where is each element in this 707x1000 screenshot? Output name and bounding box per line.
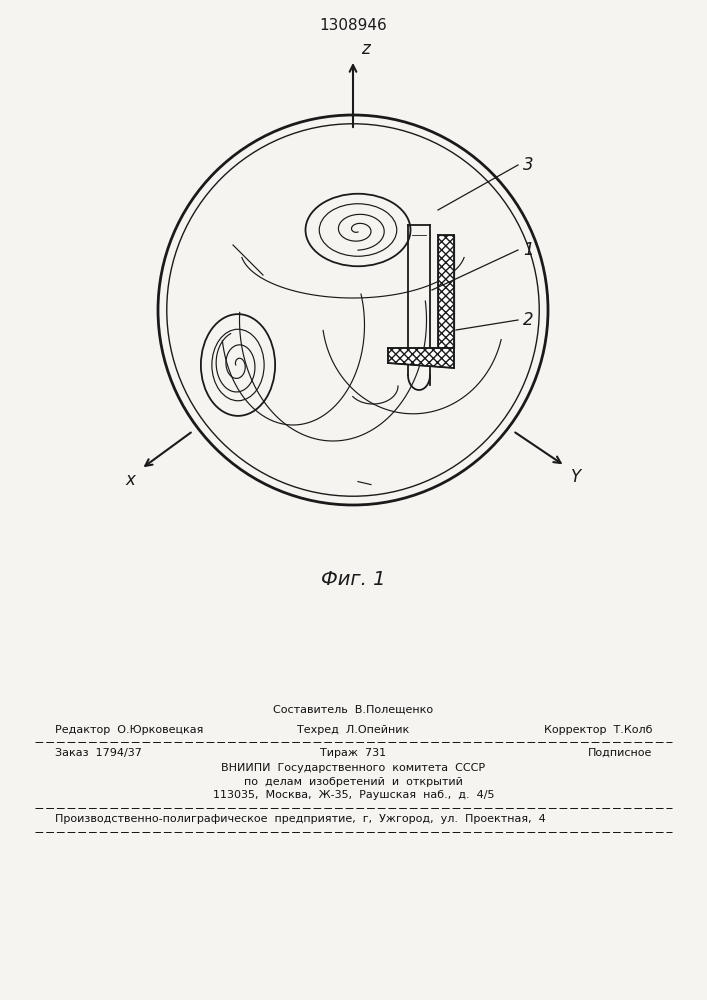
Text: 1308946: 1308946: [320, 18, 387, 33]
Text: Производственно-полиграфическое  предприятие,  г,  Ужгород,  ул.  Проектная,  4: Производственно-полиграфическое предприя…: [55, 814, 546, 824]
Text: 2: 2: [523, 311, 534, 329]
Text: Корректор  Т.Колб: Корректор Т.Колб: [544, 725, 652, 735]
Text: Фиг. 1: Фиг. 1: [321, 570, 385, 589]
Text: Тираж  731: Тираж 731: [320, 748, 387, 758]
Text: ВНИИПИ  Государственного  комитета  СССР: ВНИИПИ Государственного комитета СССР: [221, 763, 486, 773]
Text: Техред  Л.Опейник: Техред Л.Опейник: [298, 725, 409, 735]
Text: Подписное: Подписное: [588, 748, 652, 758]
Text: Заказ  1794/37: Заказ 1794/37: [55, 748, 142, 758]
Text: 1: 1: [523, 241, 534, 259]
Text: x: x: [125, 471, 135, 489]
Polygon shape: [388, 348, 454, 368]
Text: Составитель  В.Полещенко: Составитель В.Полещенко: [274, 705, 433, 715]
Text: 3: 3: [523, 156, 534, 174]
Polygon shape: [438, 235, 454, 348]
Text: по  делам  изобретений  и  открытий: по делам изобретений и открытий: [244, 777, 463, 787]
Text: z: z: [361, 40, 370, 58]
Text: Редактор  О.Юрковецкая: Редактор О.Юрковецкая: [55, 725, 204, 735]
Text: 113035,  Москва,  Ж-35,  Раушская  наб.,  д.  4/5: 113035, Москва, Ж-35, Раушская наб., д. …: [213, 790, 494, 800]
Text: Y: Y: [571, 468, 581, 486]
